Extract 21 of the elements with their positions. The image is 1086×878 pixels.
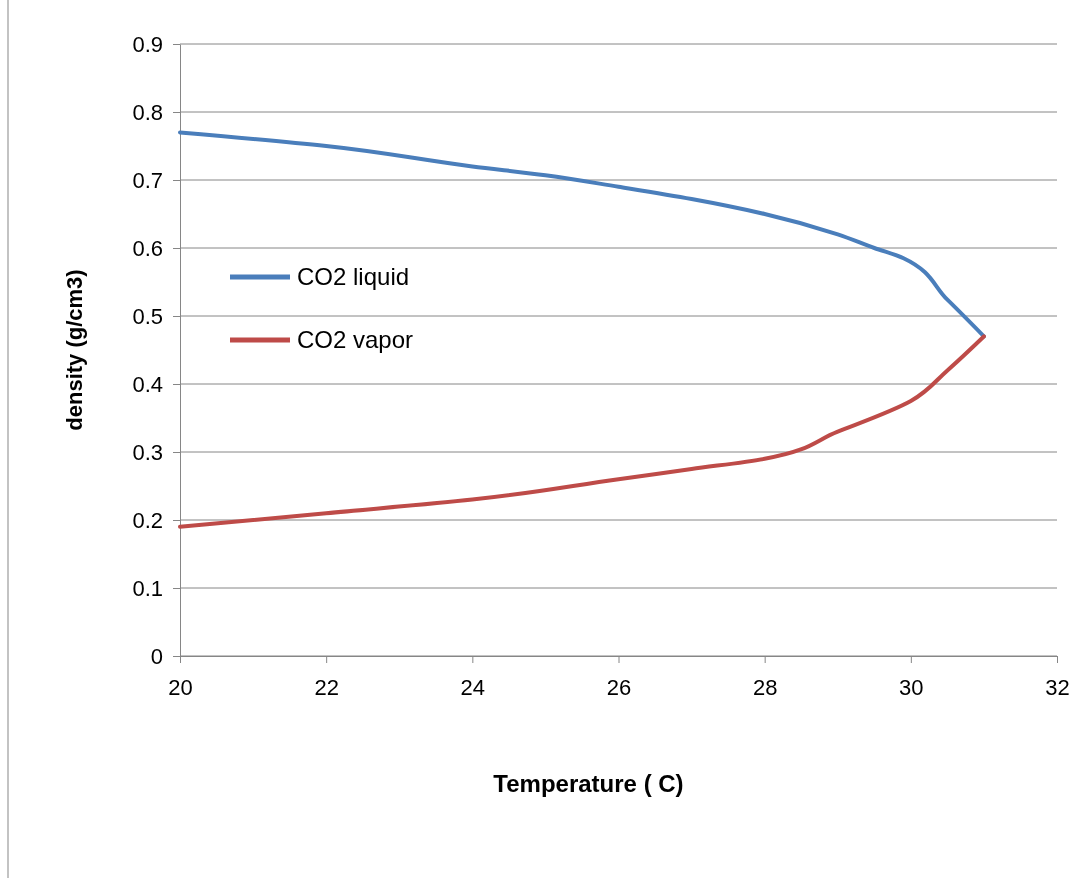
y-tick-label: 0.9 <box>132 31 163 57</box>
x-tick-label: 30 <box>899 674 924 700</box>
x-tick-label: 20 <box>168 674 193 700</box>
y-tick-label: 0.1 <box>132 575 163 601</box>
y-tick-label: 0.3 <box>132 439 163 465</box>
y-tick-label: 0.7 <box>132 167 163 193</box>
x-tick-label: 32 <box>1045 674 1070 700</box>
y-axis-title: density (g/cm3) <box>62 269 87 431</box>
y-tick-label: 0 <box>150 643 163 669</box>
x-tick-label: 26 <box>606 674 632 700</box>
x-tick-label: 22 <box>314 674 339 700</box>
y-tick-label: 0.4 <box>132 371 163 397</box>
y-tick-label: 0.6 <box>132 235 163 261</box>
y-tick-label: 0.2 <box>132 507 163 533</box>
legend-label: CO2 liquid <box>297 263 410 290</box>
y-tick-label: 0.8 <box>132 99 163 125</box>
x-tick-label: 24 <box>460 674 486 700</box>
y-tick-label: 0.5 <box>132 303 163 329</box>
legend-label: CO2 vapor <box>297 326 414 353</box>
x-tick-label: 28 <box>752 674 778 700</box>
x-axis-title: Temperature ( C) <box>493 770 684 797</box>
